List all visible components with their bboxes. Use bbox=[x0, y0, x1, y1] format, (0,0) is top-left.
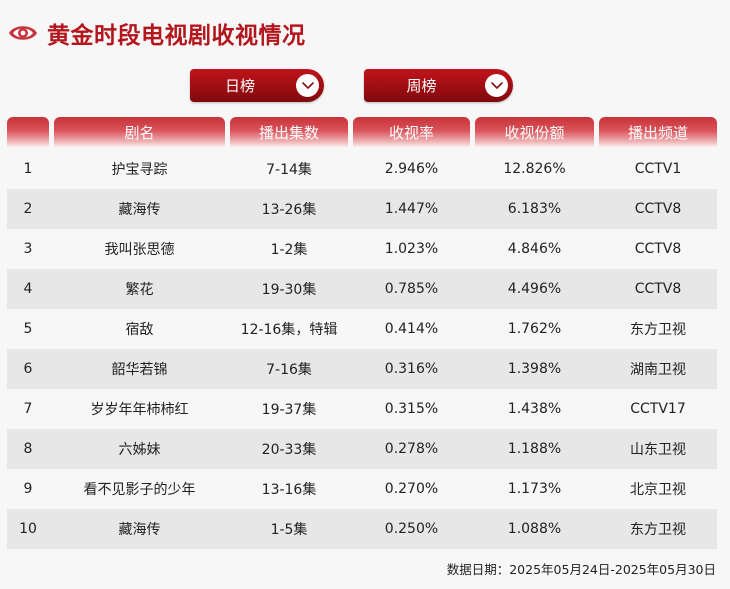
table-row: 8 六姊妹 20-33集 0.278% 1.188% 山东卫视 bbox=[7, 429, 717, 469]
episodes-cell: 13-16集 bbox=[261, 482, 317, 498]
title-bar: 黄金时段电视剧收视情况 bbox=[8, 15, 306, 51]
rating-cell: 2.946% bbox=[384, 161, 439, 177]
episodes-cell: 1-2集 bbox=[270, 242, 308, 258]
table-row: 3 我叫张思德 1-2集 1.023% 4.846% CCTV8 bbox=[7, 229, 717, 269]
rating-cell: 0.316% bbox=[384, 361, 439, 377]
rating-cell: 1.447% bbox=[384, 201, 439, 217]
share-cell: 1.398% bbox=[507, 361, 562, 377]
rating-cell: 0.785% bbox=[384, 281, 439, 297]
ratings-table: 1 护宝寻踪 7-14集 2.946% 12.826% CCTV1 2 藏海传 … bbox=[7, 149, 717, 549]
rank-cell: 5 bbox=[23, 321, 33, 337]
table-row: 6 韶华若锦 7-16集 0.316% 1.398% 湖南卫视 bbox=[7, 349, 717, 389]
share-cell: 12.826% bbox=[503, 161, 566, 177]
rank-cell: 7 bbox=[23, 401, 33, 417]
rank-cell: 6 bbox=[23, 361, 33, 377]
chevron-down-icon[interactable] bbox=[296, 74, 319, 97]
episodes-cell: 19-37集 bbox=[261, 402, 317, 418]
episodes-cell: 1-5集 bbox=[270, 522, 308, 538]
rank-cell: 8 bbox=[23, 441, 33, 457]
drama-name-cell: 繁花 bbox=[125, 282, 154, 298]
table-row: 7 岁岁年年柿柿红 19-37集 0.315% 1.438% CCTV17 bbox=[7, 389, 717, 429]
rank-cell: 9 bbox=[23, 481, 33, 497]
share-cell: 1.088% bbox=[507, 521, 562, 537]
table-row: 5 宿敌 12-16集，特辑 0.414% 1.762% 东方卫视 bbox=[7, 309, 717, 349]
tab-weekly-label: 周榜 bbox=[406, 77, 437, 95]
rating-cell: 1.023% bbox=[384, 241, 439, 257]
rank-cell: 3 bbox=[23, 241, 33, 257]
rating-cell: 0.250% bbox=[384, 521, 439, 537]
drama-name-cell: 韶华若锦 bbox=[111, 362, 168, 378]
rank-cell: 1 bbox=[23, 161, 33, 177]
table-row: 9 看不见影子的少年 13-16集 0.270% 1.173% 北京卫视 bbox=[7, 469, 717, 509]
column-header-name: 剧名 bbox=[54, 117, 225, 147]
rank-cell: 4 bbox=[23, 281, 33, 297]
drama-name-cell: 藏海传 bbox=[118, 522, 161, 538]
tab-daily[interactable]: 日榜 bbox=[190, 69, 324, 102]
rank-cell: 10 bbox=[19, 521, 37, 537]
share-cell: 6.183% bbox=[507, 201, 562, 217]
channel-cell: 山东卫视 bbox=[630, 442, 686, 458]
share-cell: 1.173% bbox=[507, 481, 562, 497]
rank-cell: 2 bbox=[23, 201, 33, 217]
column-header-rating: 收视率 bbox=[353, 117, 470, 147]
data-date-note: 数据日期：2025年05月24日-2025年05月30日 bbox=[446, 562, 716, 577]
table-row: 4 繁花 19-30集 0.785% 4.496% CCTV8 bbox=[7, 269, 717, 309]
tab-daily-label: 日榜 bbox=[224, 77, 255, 95]
column-header-channel: 播出频道 bbox=[599, 117, 717, 147]
channel-cell: 东方卫视 bbox=[630, 322, 686, 338]
column-header-rank bbox=[7, 117, 49, 147]
channel-cell: CCTV8 bbox=[634, 281, 682, 297]
rating-cell: 0.414% bbox=[384, 321, 439, 337]
channel-cell: 湖南卫视 bbox=[630, 362, 686, 378]
column-header-share: 收视份额 bbox=[475, 117, 594, 147]
share-cell: 1.438% bbox=[507, 401, 562, 417]
drama-name-cell: 岁岁年年柿柿红 bbox=[90, 402, 189, 418]
eye-icon bbox=[9, 26, 37, 40]
share-cell: 4.496% bbox=[507, 281, 562, 297]
rating-cell: 0.315% bbox=[384, 401, 439, 417]
share-cell: 1.188% bbox=[507, 441, 562, 457]
drama-name-cell: 我叫张思德 bbox=[104, 242, 175, 258]
channel-cell: 东方卫视 bbox=[630, 522, 686, 538]
episodes-cell: 7-14集 bbox=[266, 162, 312, 178]
drama-name-cell: 六姊妹 bbox=[118, 442, 161, 458]
drama-name-cell: 看不见影子的少年 bbox=[83, 482, 196, 498]
table-row: 10 藏海传 1-5集 0.250% 1.088% 东方卫视 bbox=[7, 509, 717, 549]
episodes-cell: 19-30集 bbox=[261, 282, 317, 298]
channel-cell: CCTV8 bbox=[634, 201, 682, 217]
channel-cell: CCTV8 bbox=[634, 241, 682, 257]
tab-weekly[interactable]: 周榜 bbox=[364, 69, 513, 102]
drama-name-cell: 藏海传 bbox=[118, 202, 161, 218]
table-header: 剧名 播出集数 收视率 收视份额 播出频道 bbox=[0, 117, 730, 147]
rating-cell: 0.270% bbox=[384, 481, 439, 497]
episodes-cell: 7-16集 bbox=[266, 362, 312, 378]
share-cell: 1.762% bbox=[507, 321, 562, 337]
drama-name-cell: 护宝寻踪 bbox=[111, 162, 168, 178]
episodes-cell: 13-26集 bbox=[261, 202, 317, 218]
table-row: 2 藏海传 13-26集 1.447% 6.183% CCTV8 bbox=[7, 189, 717, 229]
column-header-episodes: 播出集数 bbox=[230, 117, 348, 147]
episodes-cell: 20-33集 bbox=[261, 442, 317, 458]
channel-cell: 北京卫视 bbox=[630, 482, 686, 498]
chevron-down-icon[interactable] bbox=[485, 74, 508, 97]
page-title: 黄金时段电视剧收视情况 bbox=[47, 23, 306, 49]
channel-cell: CCTV1 bbox=[634, 161, 682, 177]
share-cell: 4.846% bbox=[507, 241, 562, 257]
channel-cell: CCTV17 bbox=[630, 401, 686, 417]
table-row: 1 护宝寻踪 7-14集 2.946% 12.826% CCTV1 bbox=[7, 149, 717, 189]
drama-name-cell: 宿敌 bbox=[125, 322, 154, 338]
episodes-cell: 12-16集，特辑 bbox=[240, 322, 338, 338]
rating-cell: 0.278% bbox=[384, 441, 439, 457]
